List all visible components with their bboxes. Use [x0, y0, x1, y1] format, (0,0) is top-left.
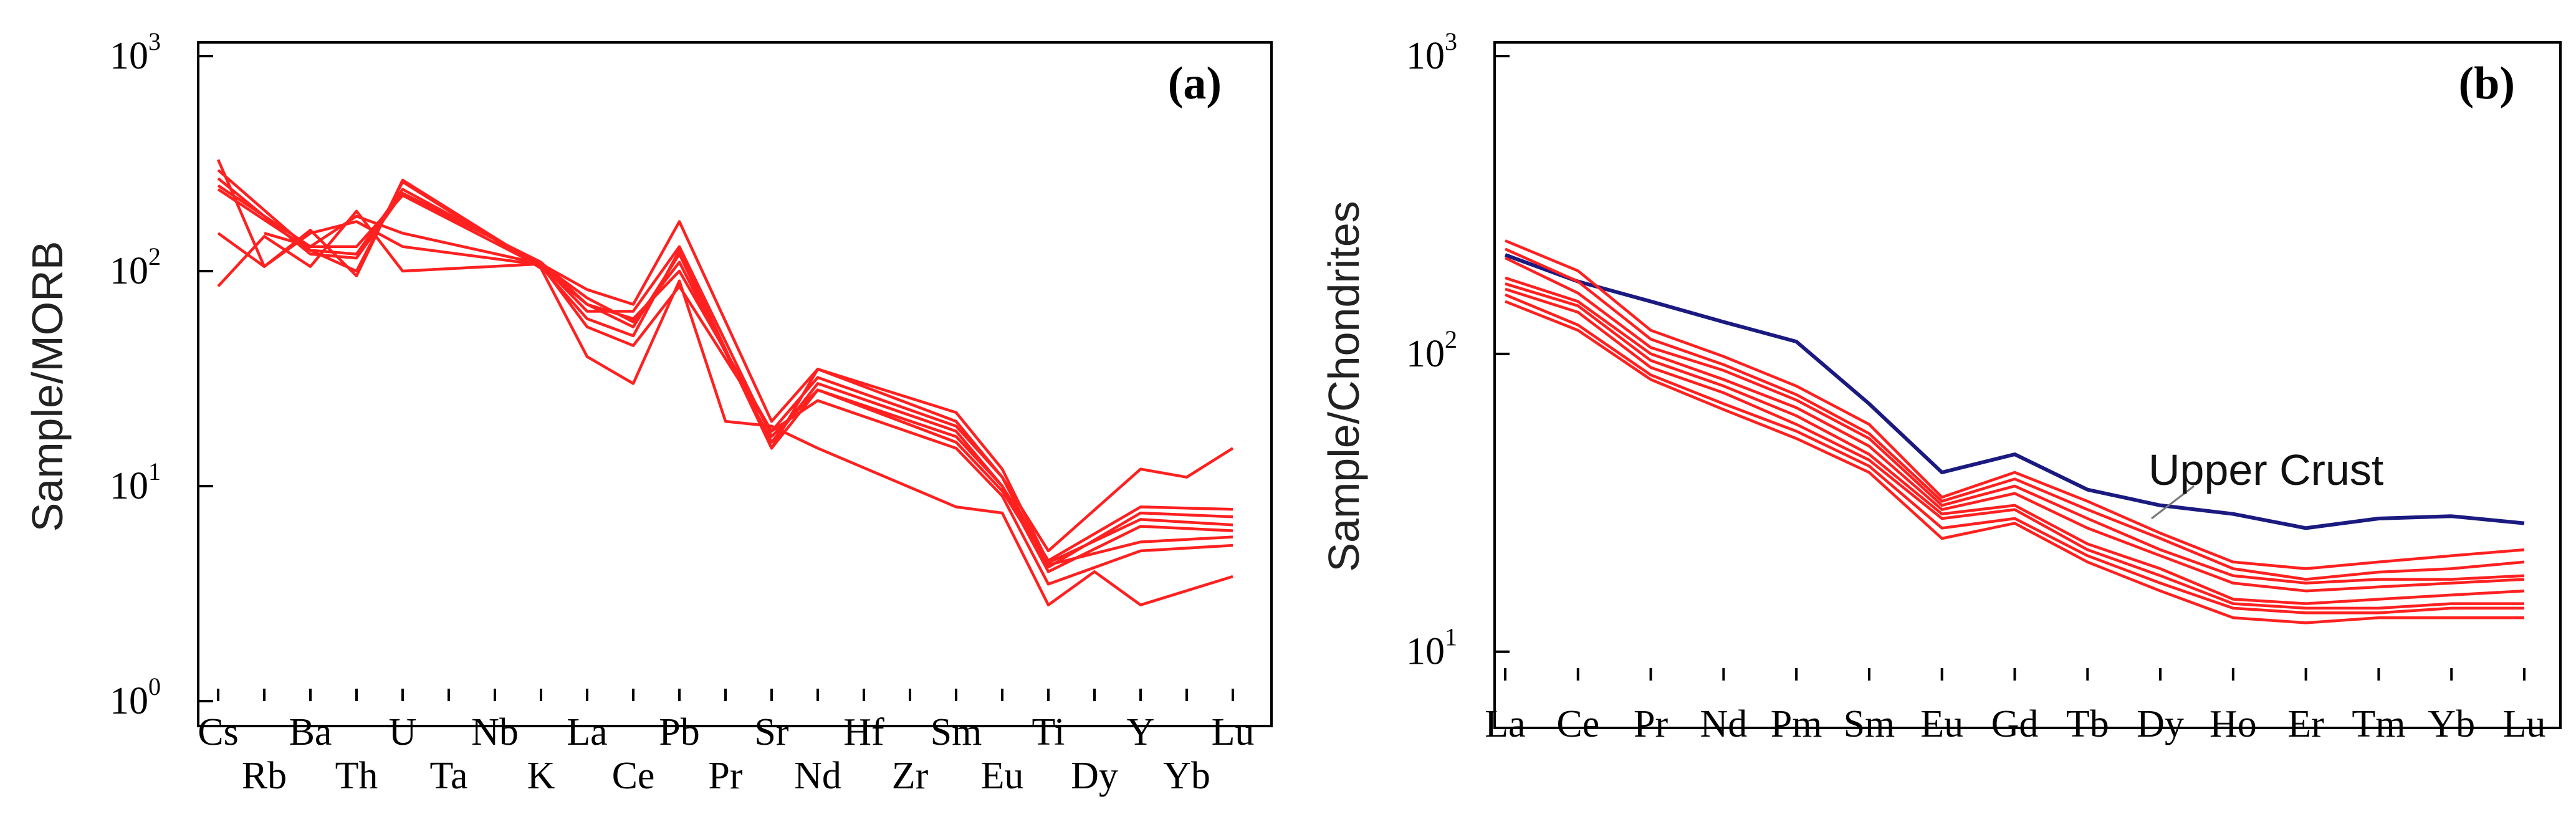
x-tick-label-ce: Ce — [612, 755, 655, 797]
upper-crust-annotation: Upper Crust — [2148, 446, 2383, 494]
x-tick-label-la: La — [1485, 703, 1525, 745]
series-line-sample-5 — [1505, 282, 2525, 605]
x-tick-label-tm: Tm — [2352, 703, 2405, 745]
panel-b: (b) Sample/Chondrites 101 102 103 La Ce Pr Nd P… — [1319, 27, 2562, 745]
x-tick-label-ho: Ho — [2210, 703, 2257, 745]
y-tick-label: 102 — [110, 242, 161, 292]
panel-b-ticks: 101 102 103 La Ce Pr Nd Pm Sm Eu Gd Tb Dy Ho Er Tm Yb Lu — [1406, 27, 2545, 745]
series-line-sample-7 — [217, 209, 1233, 565]
x-tick-label-sm: Sm — [931, 711, 982, 753]
y-tick-label: 100 — [110, 672, 161, 722]
panel-b-series — [1504, 239, 2525, 624]
x-tick-label-ta: Ta — [429, 755, 467, 797]
series-line-sample-7 — [1505, 293, 2524, 614]
panel-b-ylabel: Sample/Chondrites — [1319, 201, 1368, 571]
x-tick-label-lu: Lu — [2503, 703, 2546, 745]
x-tick-label-sm: Sm — [1844, 703, 1895, 745]
panel-b-tag: (b) — [2459, 58, 2515, 109]
x-tick-label-th: Th — [335, 755, 378, 797]
x-tick-label-gd: Gd — [1991, 703, 2039, 745]
series-line-sample-8 — [1505, 300, 2524, 624]
x-tick-label-nb: Nb — [471, 711, 519, 753]
panel-a: (a) Sample/MORB 100101102103CsRbBaThUTaN… — [23, 27, 1273, 797]
y-tick-label: 103 — [1406, 27, 1457, 77]
x-tick-label-la: La — [567, 711, 607, 753]
x-tick-label-hf: Hf — [843, 711, 884, 753]
panel-a-series — [216, 159, 1234, 606]
x-tick-label-ba: Ba — [289, 711, 332, 753]
x-tick-label-pr: Pr — [708, 755, 742, 797]
x-tick-label-yb: Yb — [1163, 755, 1210, 797]
y-tick-label: 101 — [110, 457, 161, 507]
x-tick-label-y: Y — [1127, 711, 1155, 753]
series-line-sample-1 — [1505, 239, 2525, 570]
x-tick-label-u: U — [389, 711, 417, 753]
y-tick-label: 102 — [1406, 325, 1457, 375]
y-tick-label: 103 — [110, 27, 161, 77]
series-line-sample-2 — [1505, 247, 2525, 581]
x-tick-label-pm: Pm — [1771, 703, 1822, 745]
series-line-sample-6 — [1505, 287, 2524, 610]
series-line-sample-4 — [1505, 276, 2525, 593]
x-tick-label-er: Er — [2287, 703, 2324, 745]
x-tick-label-lu: Lu — [1212, 711, 1255, 753]
y-tick-label: 101 — [1406, 623, 1457, 673]
x-tick-label-dy: Dy — [1071, 755, 1118, 797]
x-tick-label-eu: Eu — [981, 755, 1024, 797]
upper-crust-leader — [2151, 485, 2195, 520]
x-tick-label-ce: Ce — [1556, 703, 1599, 745]
x-tick-label-yb: Yb — [2428, 703, 2475, 745]
panel-a-frame — [197, 41, 1273, 727]
series-line-sample-6 — [217, 220, 1233, 586]
x-tick-label-nd: Nd — [794, 755, 841, 797]
panel-a-tag: (a) — [1168, 58, 1222, 109]
x-tick-label-nd: Nd — [1700, 703, 1747, 745]
x-tick-label-pr: Pr — [1634, 703, 1668, 745]
x-tick-label-ti: Ti — [1032, 711, 1065, 753]
series-line-sample-5 — [217, 180, 1233, 606]
x-tick-label-zr: Zr — [892, 755, 929, 797]
series-line-sample-3 — [1505, 256, 2525, 585]
x-tick-label-cs: Cs — [198, 711, 238, 753]
x-tick-label-tb: Tb — [2066, 703, 2109, 745]
x-tick-label-dy: Dy — [2137, 703, 2184, 745]
x-tick-label-rb: Rb — [242, 755, 287, 797]
x-tick-label-sr: Sr — [754, 711, 788, 753]
series-line-sample-8 — [264, 214, 1233, 566]
x-tick-label-k: K — [527, 755, 555, 797]
x-tick-label-pb: Pb — [659, 711, 699, 753]
x-tick-label-eu: Eu — [1920, 703, 1963, 745]
series-line-upper-crust — [1504, 253, 2525, 530]
panel-b-frame — [1493, 41, 2562, 729]
panel-a-ylabel: Sample/MORB — [23, 241, 72, 532]
